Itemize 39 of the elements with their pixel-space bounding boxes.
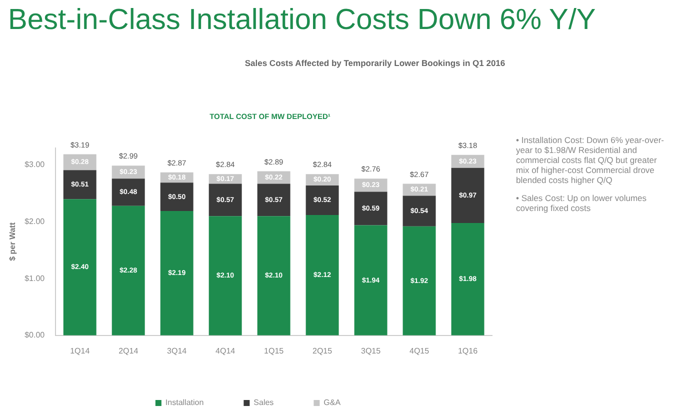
x-tick-label: 1Q16: [458, 346, 478, 356]
bar: [112, 206, 145, 336]
bar: [354, 192, 388, 226]
y-tick-label: $1.00: [24, 274, 46, 283]
legend-label: Sales: [254, 398, 274, 408]
bar: [112, 178, 145, 206]
x-tick-label: 3Q14: [167, 346, 188, 356]
x-tick-label: 3Q15: [360, 346, 382, 356]
y-tick-label: $3.00: [24, 160, 46, 170]
x-tick-label: 1Q15: [264, 346, 284, 356]
bar: [160, 211, 194, 336]
bar: [402, 196, 436, 226]
bar: [208, 216, 242, 336]
y-axis-title: $ per Watt: [8, 222, 18, 261]
x-tick-label: 4Q14: [216, 346, 236, 356]
bar: [160, 182, 194, 212]
bar: [63, 170, 96, 200]
bar: [257, 216, 290, 336]
bar: [306, 185, 339, 216]
legend-label: G&A: [324, 398, 342, 408]
bar: [63, 199, 96, 336]
bar: [257, 184, 290, 216]
chart-title: Best-in-Class Installation Costs Down 6% Y/Y: [8, 4, 596, 37]
text: • Sales Cost: Up on lower volumes covering fixed costs: [516, 193, 648, 213]
bar: [208, 184, 242, 216]
bar: [354, 225, 388, 336]
x-tick-label: 2Q14: [118, 346, 139, 356]
y-tick-label: $0.00: [24, 330, 46, 340]
legend-label: Installation: [165, 398, 204, 408]
bar: [402, 226, 436, 336]
chart-subtitle: Sales Costs Affected by Temporarily Lower Bookings in Q1 2016: [244, 58, 506, 68]
text: • Installation Cost: Down 6% year-over-year to $1.98/W Residential and commercial costs flat Q/Q but greater mix of higher-cost Commercial drove blended costs higher Q/Q: [516, 135, 666, 185]
bar: [451, 222, 484, 336]
bar: [306, 215, 339, 336]
x-tick-label: 2Q15: [312, 346, 333, 356]
bar: [451, 168, 484, 223]
x-tick-label: 1Q14: [70, 346, 90, 356]
y-tick-label: $2.00: [24, 217, 46, 226]
x-tick-label: 4Q15: [409, 346, 430, 356]
